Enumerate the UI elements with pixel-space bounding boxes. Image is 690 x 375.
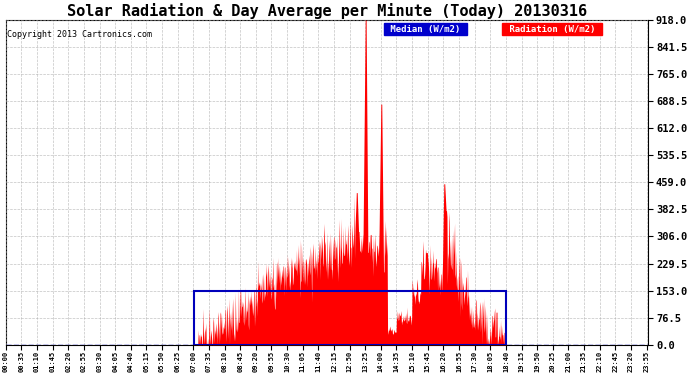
Title: Solar Radiation & Day Average per Minute (Today) 20130316: Solar Radiation & Day Average per Minute…: [67, 3, 587, 19]
Text: Median (W/m2): Median (W/m2): [385, 25, 466, 34]
Text: Radiation (W/m2): Radiation (W/m2): [504, 25, 600, 34]
Bar: [194, 291, 506, 345]
Text: Copyright 2013 Cartronics.com: Copyright 2013 Cartronics.com: [7, 30, 152, 39]
